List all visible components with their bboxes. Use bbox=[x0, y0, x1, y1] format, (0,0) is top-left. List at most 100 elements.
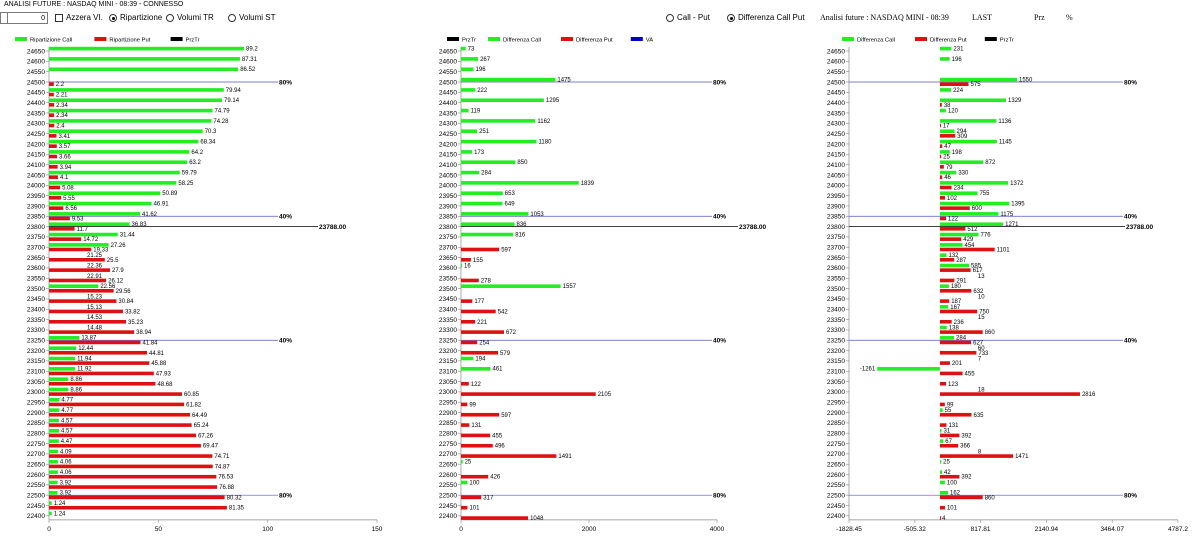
put-value-label: 65.24 bbox=[194, 423, 210, 429]
extra-value-label: 21.25 bbox=[87, 253, 103, 259]
put-value-label: 11.7 bbox=[77, 227, 89, 233]
y-tick-label: 23050 bbox=[439, 379, 457, 386]
put-bar bbox=[49, 361, 150, 365]
radio-icon[interactable] bbox=[166, 14, 174, 22]
put-value-label: 187 bbox=[951, 299, 962, 305]
put-value-label: 3.94 bbox=[60, 165, 72, 171]
y-tick-label: 24550 bbox=[27, 69, 45, 76]
y-tick-label: 22950 bbox=[827, 400, 845, 407]
y-tick-label: 23400 bbox=[827, 307, 845, 314]
y-tick-label: 24500 bbox=[27, 79, 45, 86]
put-value-label: 496 bbox=[495, 444, 506, 450]
y-tick-label: 24250 bbox=[827, 131, 845, 138]
call-value-label: 198 bbox=[952, 150, 963, 156]
y-tick-label: 23900 bbox=[439, 203, 457, 210]
legend-swatch bbox=[561, 37, 573, 41]
radio-volumi-st[interactable]: Volumi ST bbox=[228, 13, 275, 23]
radio-icon[interactable] bbox=[666, 14, 674, 22]
put-value-label: 234 bbox=[954, 185, 965, 191]
azzera-checkbox[interactable]: Azzera VI. bbox=[55, 13, 103, 23]
call-value-label: 119 bbox=[471, 108, 481, 114]
percent-line-label: 80% bbox=[713, 492, 726, 499]
spinner-arrow-icon[interactable] bbox=[1, 13, 8, 23]
percent-line-label: 40% bbox=[279, 214, 292, 221]
call-value-label: 267 bbox=[480, 57, 491, 63]
legend-swatch bbox=[842, 37, 854, 41]
call-bar bbox=[939, 88, 952, 92]
y-tick-label: 22400 bbox=[439, 513, 457, 520]
put-bar bbox=[461, 319, 476, 324]
y-tick-label: 22850 bbox=[439, 420, 457, 427]
put-value-label: 2.21 bbox=[56, 93, 68, 99]
extra-value-label: 13 bbox=[978, 274, 985, 280]
legend-label: Differenza Put bbox=[930, 38, 967, 44]
call-bar bbox=[49, 439, 59, 443]
put-bar bbox=[939, 103, 942, 107]
call-value-label: 4.77 bbox=[61, 398, 73, 404]
radio-volumi-tr[interactable]: Volumi TR bbox=[166, 13, 214, 23]
radio-differenza-call-put[interactable]: Differenza Call Put bbox=[727, 13, 805, 23]
extra-value-label: 14.48 bbox=[87, 325, 103, 331]
put-value-label: 278 bbox=[481, 278, 492, 284]
call-value-label: 1475 bbox=[557, 77, 571, 83]
put-value-label: 79 bbox=[946, 165, 953, 171]
call-value-label: 100 bbox=[947, 480, 958, 486]
call-value-label: 284 bbox=[956, 336, 967, 342]
y-tick-label: 23150 bbox=[27, 358, 45, 365]
y-tick-label: 24150 bbox=[827, 152, 845, 159]
extra-value-label: 7 bbox=[978, 356, 982, 362]
call-value-label: 461 bbox=[493, 367, 504, 373]
put-value-label: 287 bbox=[956, 258, 967, 264]
call-value-label: 1295 bbox=[546, 98, 560, 104]
put-bar bbox=[939, 288, 972, 293]
y-tick-label: 24100 bbox=[27, 162, 45, 169]
prz-label: Prz bbox=[1034, 13, 1045, 22]
radio-icon[interactable] bbox=[228, 14, 236, 22]
put-bar bbox=[461, 423, 470, 427]
value-spinner[interactable]: 0 bbox=[0, 12, 48, 24]
put-bar bbox=[939, 175, 943, 179]
y-tick-label: 23950 bbox=[27, 193, 45, 200]
call-value-label: 31 bbox=[943, 429, 950, 435]
y-tick-label: 23150 bbox=[827, 358, 845, 365]
put-value-label: 575 bbox=[971, 82, 982, 88]
y-tick-label: 23650 bbox=[27, 255, 45, 262]
call-bar bbox=[939, 150, 950, 154]
legend-swatch bbox=[488, 37, 500, 41]
y-tick-label: 24550 bbox=[827, 69, 845, 76]
y-tick-label: 24050 bbox=[27, 172, 45, 179]
put-value-label: 3.41 bbox=[58, 134, 70, 140]
y-tick-label: 24200 bbox=[27, 141, 45, 148]
put-value-label: 4.1 bbox=[60, 175, 69, 181]
call-bar bbox=[939, 460, 942, 464]
radio-selected-icon[interactable] bbox=[109, 14, 117, 22]
radio-call-put[interactable]: Call - Put bbox=[666, 13, 710, 23]
call-bar bbox=[49, 398, 60, 402]
put-bar bbox=[49, 412, 191, 417]
analisi-label: Analisi future : NASDAQ MINI - 08:39 bbox=[820, 13, 949, 22]
last-price-label: 23788.00 bbox=[1126, 224, 1153, 231]
call-value-label: 64.2 bbox=[191, 150, 203, 156]
y-tick-label: 23200 bbox=[439, 348, 457, 355]
put-value-label: 317 bbox=[483, 495, 494, 501]
call-bar bbox=[877, 367, 940, 371]
radio-ripartizione[interactable]: Ripartizione bbox=[109, 13, 162, 23]
percent-line-label: 40% bbox=[279, 338, 292, 345]
put-value-label: 99 bbox=[947, 402, 954, 408]
put-bar bbox=[461, 454, 557, 458]
put-value-label: 131 bbox=[471, 423, 482, 429]
put-value-label: 597 bbox=[501, 247, 512, 253]
call-bar bbox=[461, 88, 476, 92]
y-tick-label: 24200 bbox=[827, 141, 845, 148]
put-value-label: 48.68 bbox=[157, 382, 173, 388]
y-tick-label: 24600 bbox=[27, 59, 45, 66]
y-tick-label: 22500 bbox=[439, 492, 457, 499]
radio-selected-icon[interactable] bbox=[727, 14, 735, 22]
call-value-label: 27.26 bbox=[111, 243, 127, 249]
call-bar bbox=[49, 201, 152, 206]
call-bar bbox=[939, 77, 1018, 82]
checkbox-icon[interactable] bbox=[55, 14, 63, 22]
y-tick-label: 22550 bbox=[27, 482, 45, 489]
put-value-label: 860 bbox=[985, 495, 996, 501]
